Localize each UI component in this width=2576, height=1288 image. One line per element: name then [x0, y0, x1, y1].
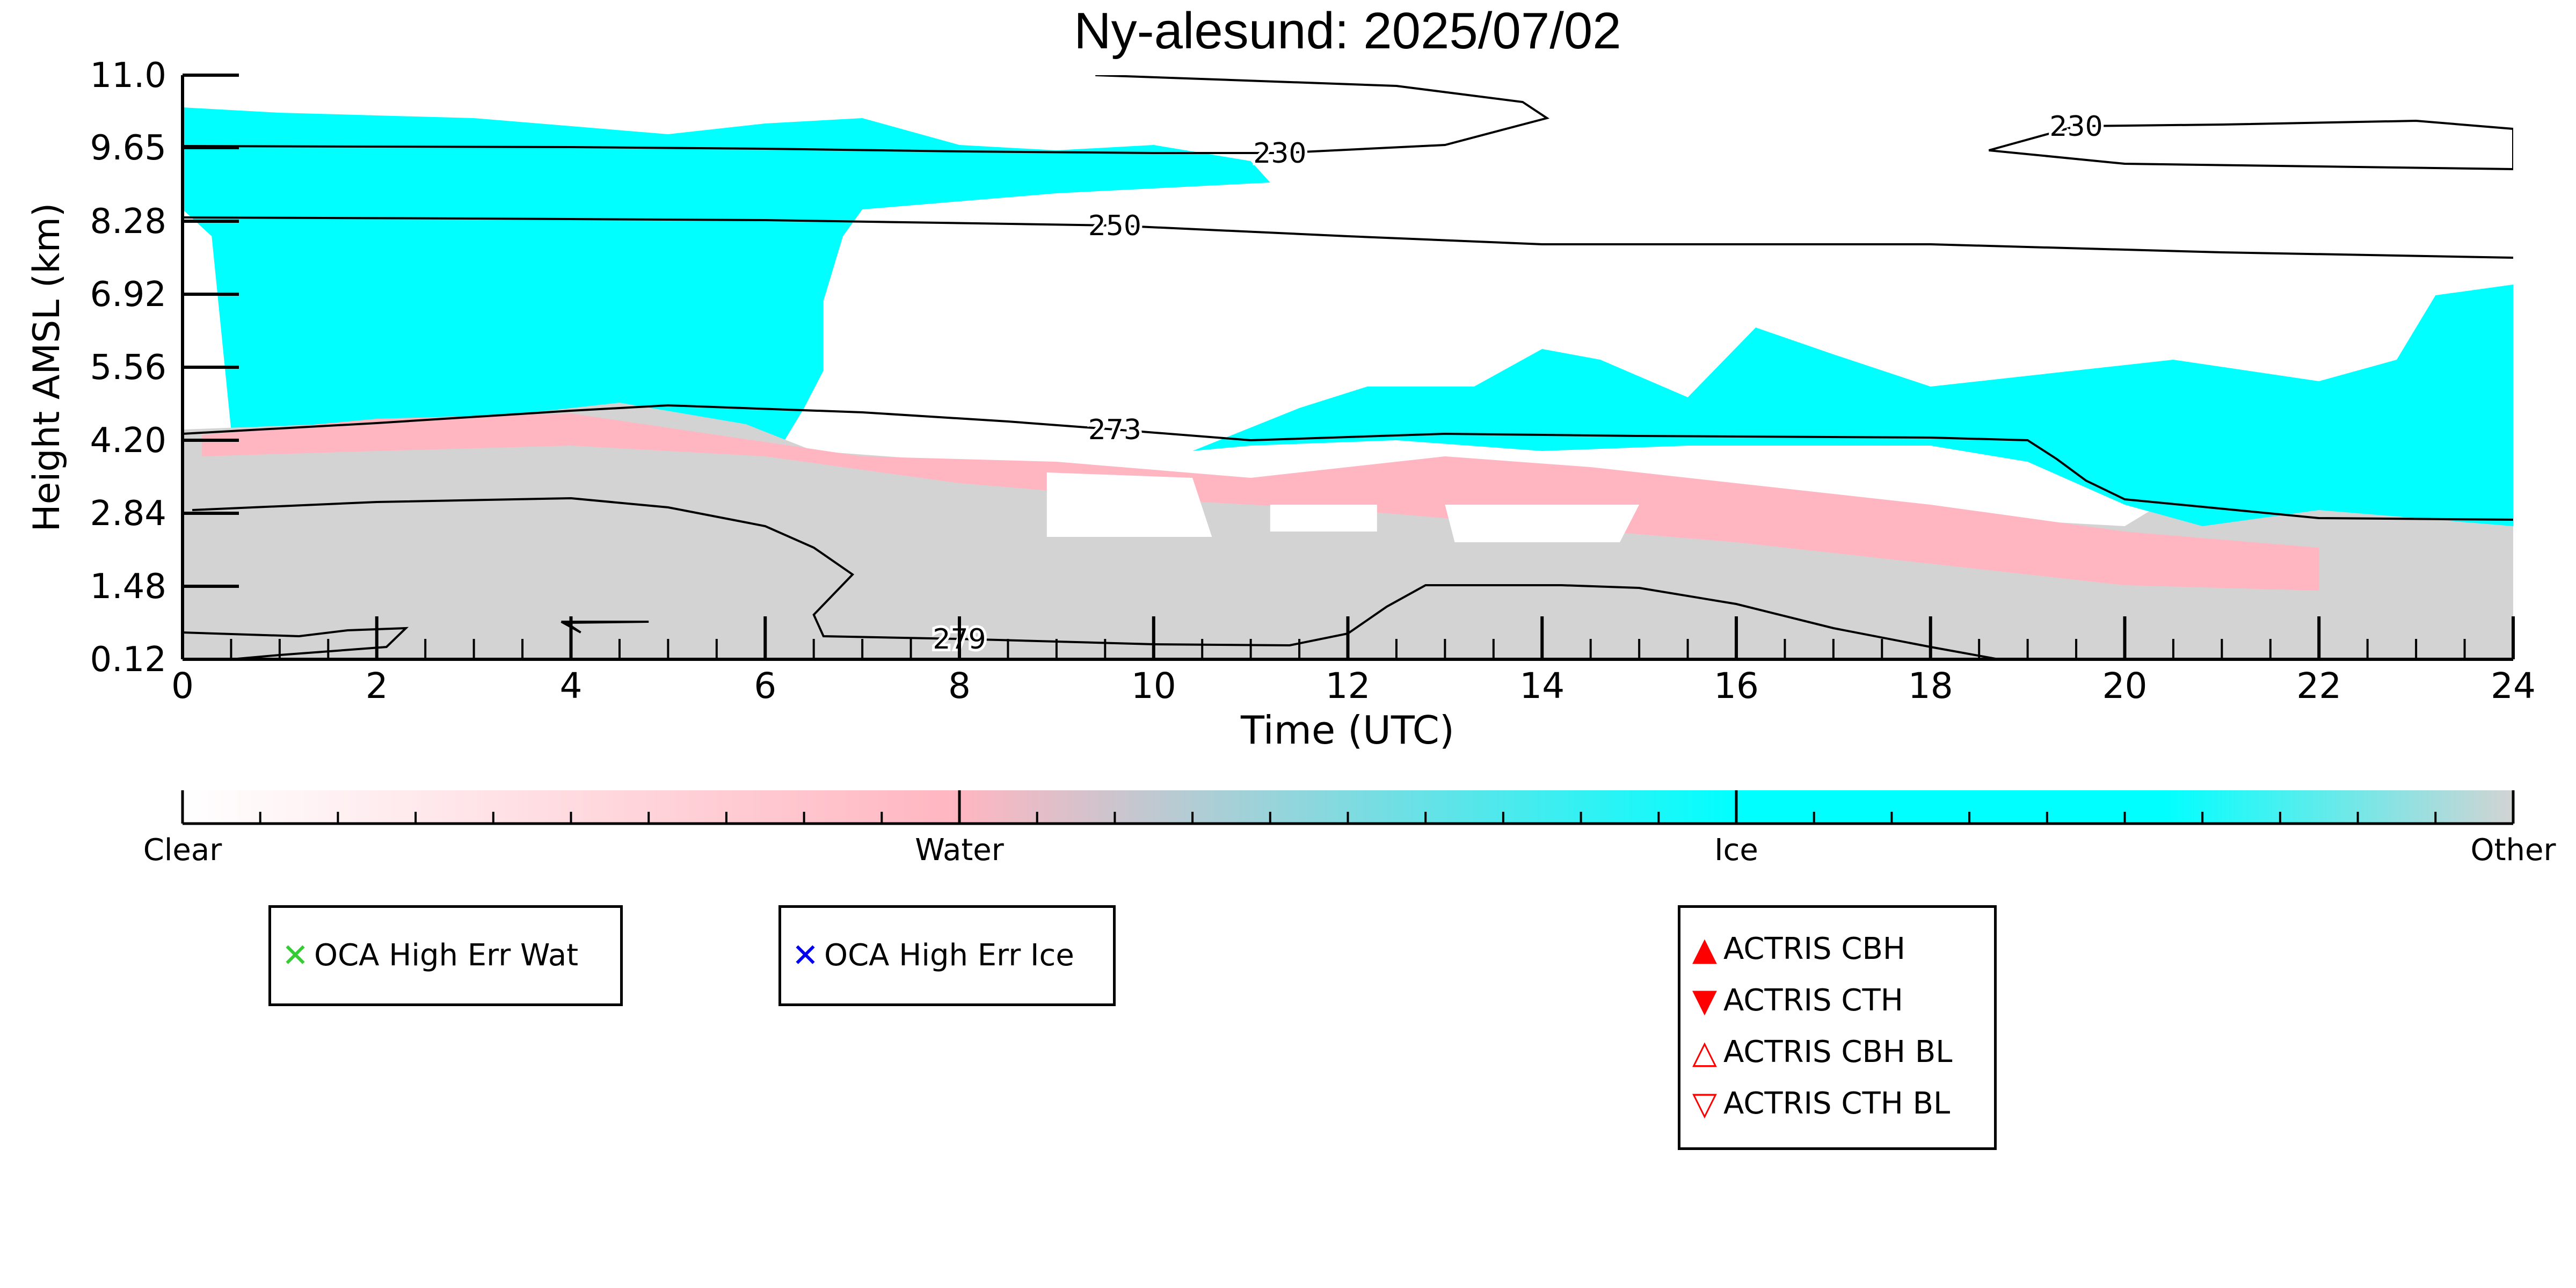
plot-area [183, 107, 2513, 659]
legend-item: ✕ OCA High Err Ice [787, 938, 1074, 973]
y-tick-label: 2.84 [90, 494, 167, 534]
legend-label: ACTRIS CBH [1723, 932, 1906, 966]
x-tick-label: 2 [366, 665, 388, 707]
x-tick-label: 8 [948, 665, 971, 707]
region-clear-6 [1445, 505, 1640, 542]
contour-label: 230 [1253, 137, 1306, 170]
contour-line-0 [183, 75, 1550, 154]
legend-marker-icon: ✕ [791, 936, 819, 974]
colorbar: Clear Water Ice Other [143, 790, 2556, 868]
y-axis-label: Height AMSL (km) [26, 203, 68, 532]
legend-item: ✕ OCA High Err Wat [276, 938, 578, 973]
legend-label: OCA High Err Ice [824, 938, 1074, 973]
plot-axes: 0 2 4 6 8 10 12 14 16 18 20 22 240.121.482.844.205.5… [90, 56, 2536, 707]
legend-label: OCA High Err Wat [314, 938, 579, 973]
colorbar-label-water: Water [915, 833, 1005, 868]
legend-label: ACTRIS CTH [1723, 983, 1903, 1018]
x-tick-label: 18 [1908, 665, 1953, 707]
legend-box-3: ▲ ACTRIS CBH ▼ ACTRIS CTH △ ACTRIS CBH BL ▽ ACT… [1678, 905, 1997, 1150]
contour-line-2 [183, 404, 2513, 521]
colorbar-label-other: Other [2470, 833, 2556, 868]
x-tick-label: 22 [2296, 665, 2341, 707]
legend-marker-icon: △ [1692, 1033, 1718, 1071]
y-tick-label: 1.48 [90, 567, 167, 607]
colorbar-label-ice: Ice [1714, 833, 1758, 868]
region-clear-5 [1270, 505, 1377, 532]
legend-item: △ ACTRIS CBH BL [1686, 1033, 1953, 1071]
x-tick-label: 24 [2491, 665, 2536, 707]
colorbar-label-clear: Clear [143, 833, 222, 868]
legend-item: ▼ ACTRIS CTH [1686, 983, 1903, 1018]
x-tick-label: 0 [171, 665, 194, 707]
x-tick-label: 12 [1326, 665, 1371, 707]
y-tick-label: 11.0 [90, 56, 167, 96]
y-tick-label: 6.92 [90, 275, 167, 315]
contour-line-5 [561, 621, 649, 634]
chart-title: Ny-alesund: 2025/07/02 [1074, 2, 1621, 60]
legend-marker-icon: ▽ [1692, 1085, 1718, 1123]
x-tick-label: 16 [1714, 665, 1759, 707]
region-water-2 [202, 413, 2319, 591]
y-tick-label: 5.56 [90, 348, 167, 388]
contour-label: 230 [2049, 111, 2102, 143]
legend-marker-icon: ▼ [1692, 981, 1718, 1020]
contour-label: 250 [1088, 210, 1141, 242]
x-axis-label: Time (UTC) [1240, 708, 1454, 753]
x-tick-label: 10 [1131, 665, 1176, 707]
contour-line-1 [183, 216, 2513, 259]
y-tick-label: 0.12 [90, 640, 167, 680]
x-tick-label: 6 [754, 665, 776, 707]
region-ice-3 [1192, 285, 2513, 526]
legend-item: ▲ ACTRIS CBH [1686, 932, 1905, 966]
y-tick-label: 8.28 [90, 202, 167, 242]
legend-label: ACTRIS CBH BL [1723, 1035, 1953, 1069]
contour-label: 273 [1088, 414, 1141, 446]
legend-label: ACTRIS CTH BL [1723, 1086, 1951, 1121]
x-tick-label: 4 [560, 665, 583, 707]
legend-item: ▽ ACTRIS CTH BL [1686, 1086, 1950, 1121]
legend-box-1: ✕ OCA High Err Wat [268, 905, 623, 1006]
region-clear-4 [1046, 472, 1212, 537]
region-ice-0 [183, 107, 1270, 440]
legend-marker-icon: ▲ [1692, 930, 1718, 968]
x-tick-label: 14 [1519, 665, 1564, 707]
legend-marker-icon: ✕ [281, 936, 309, 974]
x-tick-label: 20 [2102, 665, 2148, 707]
y-tick-label: 4.20 [90, 421, 167, 461]
contour-line-6 [1988, 119, 2513, 171]
y-tick-label: 9.65 [90, 128, 167, 168]
legend-box-2: ✕ OCA High Err Ice [778, 905, 1116, 1006]
